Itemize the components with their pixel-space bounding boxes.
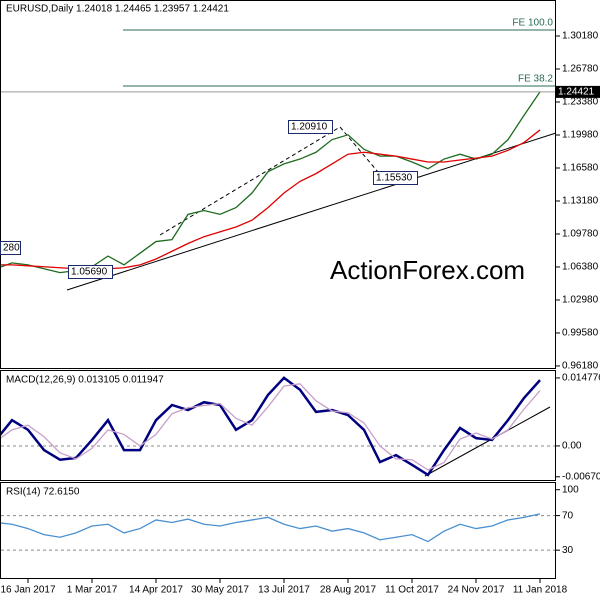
annotation: 280 [3,243,20,254]
y-tick-label: 0.014776 [562,373,600,384]
series-line [1,376,541,477]
x-tick-label: 16 Jan 2017 [0,585,55,596]
x-tick-label: 1 Mar 2017 [67,585,118,596]
y-tick-label: 70 [562,510,574,521]
y-tick-label: 100 [562,484,579,495]
x-tick-label: 13 Jul 2017 [258,585,310,596]
rsi-panel [0,482,556,579]
annotation-box [288,120,333,134]
macd-trend-line [424,406,551,477]
y-tick-label: -0.006705 [562,471,600,482]
fe-label: FE 100.0 [512,18,553,29]
y-tick-label: 0.99580 [562,328,599,339]
wave-line [159,126,379,236]
fe-label: FE 38.2 [518,74,553,85]
y-tick-label: 30 [562,545,574,556]
y-tick-label: 1.16580 [562,163,599,174]
macd-title: MACD(12,26,9) 0.013105 0.011947 [6,375,164,386]
x-tick-label: 11 Jan 2018 [513,585,568,596]
series-line [1,129,541,270]
y-tick-label: 1.23380 [562,97,599,108]
y-tick-label: 1.19980 [562,130,599,141]
y-tick-label: 1.09780 [562,229,599,240]
price-tag-box [556,85,600,98]
y-tick-label: 1.26780 [562,64,599,75]
x-tick-label: 11 Oct 2017 [385,585,439,596]
y-tick-label: 1.06380 [562,262,599,273]
annotation: 1.15530 [376,173,413,184]
watermark: ActionForex.com [330,255,525,285]
y-tick-label: 1.13180 [562,196,599,207]
macd-panel [0,370,556,481]
y-tick-label: 0.00 [562,441,582,452]
rsi-title: RSI(14) 72.6150 [6,487,80,498]
x-tick-label: 24 Nov 2017 [448,585,505,596]
annotation-box [0,241,21,255]
series-line [1,91,541,274]
x-tick-label: 28 Aug 2017 [320,585,377,596]
x-tick-label: 14 Apr 2017 [129,585,183,596]
price-tag: 1.24421 [558,87,595,98]
annotation-box [373,171,418,185]
annotation-box [68,265,113,279]
series-line [1,383,541,471]
y-tick-label: 0.96180 [562,361,599,372]
y-tick-label: 1.30180 [562,31,599,42]
chart-title: EURUSD,Daily 1.24018 1.24465 1.23957 1.2… [6,4,229,15]
y-tick-label: 1.02980 [562,295,599,306]
annotation: 1.05690 [71,267,108,278]
price-panel [0,0,556,369]
annotation: 1.20910 [291,122,328,133]
x-tick-label: 30 May 2017 [191,585,249,596]
series-line [1,513,541,543]
